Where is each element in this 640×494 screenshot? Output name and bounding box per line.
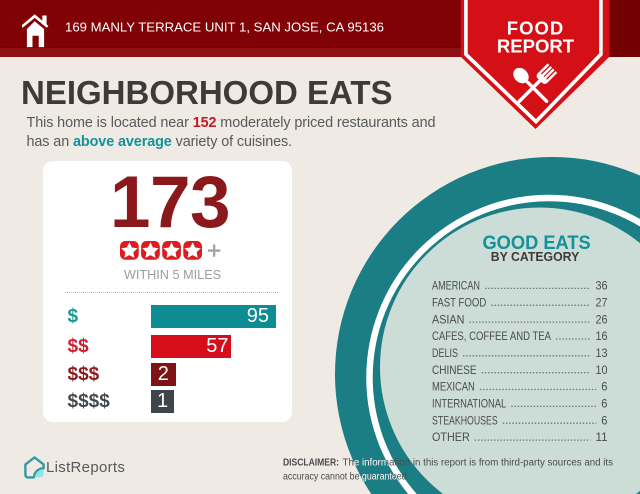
svg-text:6: 6 bbox=[601, 380, 608, 394]
svg-text:FOOD: FOOD bbox=[507, 18, 564, 39]
svg-text:27: 27 bbox=[596, 296, 608, 310]
svg-text:DELIS: DELIS bbox=[432, 346, 458, 360]
svg-text:DISCLAIMER:: DISCLAIMER: bbox=[283, 457, 339, 468]
svg-text:OTHER: OTHER bbox=[432, 430, 470, 444]
svg-text:GOOD EATS: GOOD EATS bbox=[482, 233, 590, 254]
svg-text:INTERNATIONAL: INTERNATIONAL bbox=[432, 397, 506, 411]
svg-text:16: 16 bbox=[596, 329, 608, 343]
svg-text:CAFES, COFFEE AND TEA: CAFES, COFFEE AND TEA bbox=[432, 329, 551, 343]
svg-text:accuracy cannot be guaranteed.: accuracy cannot be guaranteed. bbox=[283, 471, 409, 482]
svg-text:REPORT: REPORT bbox=[497, 36, 575, 57]
svg-text:10: 10 bbox=[596, 363, 608, 377]
svg-text:BY CATEGORY: BY CATEGORY bbox=[491, 250, 580, 264]
svg-text:FAST FOOD: FAST FOOD bbox=[432, 296, 487, 310]
svg-text:accuracy cannot be guaranteed.: accuracy cannot be guaranteed. bbox=[283, 471, 409, 482]
svg-text:CHINESE: CHINESE bbox=[432, 363, 477, 377]
svg-text:ASIAN: ASIAN bbox=[432, 312, 464, 326]
svg-text:STEAKHOUSES: STEAKHOUSES bbox=[432, 413, 498, 427]
svg-text:26: 26 bbox=[596, 312, 608, 326]
svg-text:36: 36 bbox=[596, 279, 608, 293]
svg-text:11: 11 bbox=[596, 430, 608, 444]
svg-text:169 MANLY TERRACE UNIT 1, SAN: 169 MANLY TERRACE UNIT 1, SAN JOSE, CA 9… bbox=[65, 20, 384, 35]
svg-text:13: 13 bbox=[596, 346, 608, 360]
svg-text:6: 6 bbox=[601, 397, 608, 411]
svg-text:AMERICAN: AMERICAN bbox=[432, 279, 480, 293]
svg-text:The information in this report: The information in this report is from t… bbox=[343, 457, 614, 468]
svg-text:6: 6 bbox=[601, 413, 608, 427]
svg-text:MEXICAN: MEXICAN bbox=[432, 380, 475, 394]
